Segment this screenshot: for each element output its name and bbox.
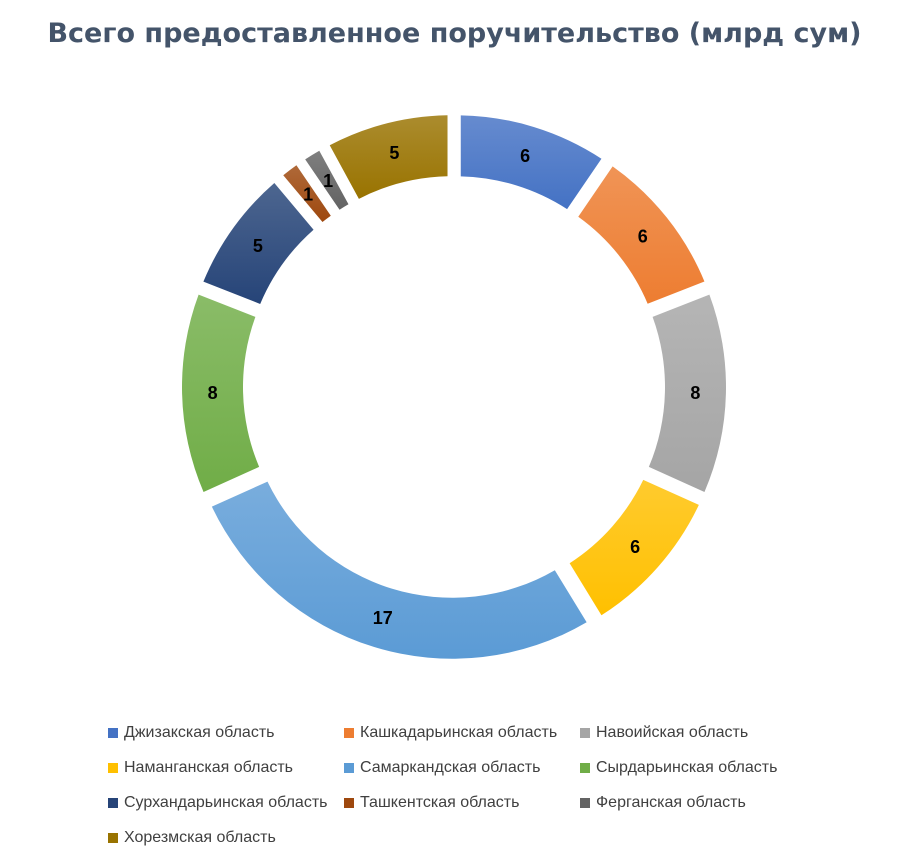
legend-item: Наманганская область xyxy=(108,757,344,779)
donut-slice xyxy=(305,150,349,210)
data-label: 1 xyxy=(303,184,313,204)
legend-item: Ташкентская область xyxy=(344,792,580,814)
data-label: 1 xyxy=(323,171,333,191)
donut-slice xyxy=(182,294,260,492)
legend-label: Ферганская область xyxy=(596,794,746,811)
donut-slice xyxy=(203,182,314,304)
legend: Джизакская область Кашкадарьинская област… xyxy=(108,722,808,849)
legend-swatch xyxy=(108,728,118,738)
data-label: 8 xyxy=(690,383,700,403)
data-label: 5 xyxy=(253,236,263,256)
legend-swatch xyxy=(344,763,354,773)
data-label: 6 xyxy=(638,226,648,246)
donut-slices xyxy=(182,115,726,659)
data-label: 8 xyxy=(208,383,218,403)
data-labels: 6 6 8 6 17 8 5 11 5 xyxy=(208,143,701,628)
legend-item: Навоийская область xyxy=(580,722,808,744)
legend-item: Кашкадарьинская область xyxy=(344,722,580,744)
legend-label: Джизакская область xyxy=(124,724,275,741)
chart-title: Всего предоставленное поручительство (мл… xyxy=(47,18,862,49)
legend-item: Хорезмская область xyxy=(108,827,344,849)
legend-label: Кашкадарьинская область xyxy=(360,724,558,741)
data-label: 6 xyxy=(520,146,530,166)
legend-item: Сырдарьинская область xyxy=(580,757,808,779)
legend-label: Самаркандская область xyxy=(360,759,541,776)
donut-slice xyxy=(329,115,448,199)
data-label: 6 xyxy=(630,537,640,557)
legend-item: Джизакская область xyxy=(108,722,344,744)
donut-slice xyxy=(460,115,602,210)
data-label: 5 xyxy=(389,143,399,163)
donut-slice xyxy=(578,166,705,304)
legend-swatch xyxy=(344,798,354,808)
donut-slice xyxy=(211,481,587,659)
legend-label: Ташкентская область xyxy=(360,794,520,811)
data-label: 17 xyxy=(373,608,393,628)
donut-slice xyxy=(283,165,331,223)
legend-swatch xyxy=(580,763,590,773)
legend-label: Навоийская область xyxy=(596,724,749,741)
legend-swatch xyxy=(580,728,590,738)
legend-swatch xyxy=(108,763,118,773)
donut-slice xyxy=(648,294,726,492)
legend-swatch xyxy=(108,833,118,843)
legend-swatch xyxy=(344,728,354,738)
legend-label: Хорезмская область xyxy=(124,829,276,846)
legend-label: Наманганская область xyxy=(124,759,294,776)
legend-label: Сырдарьинская область xyxy=(596,759,778,776)
legend-item: Сурхандарьинская область xyxy=(108,792,344,814)
legend-item: Самаркандская область xyxy=(344,757,580,779)
donut-slice xyxy=(569,479,699,616)
legend-label: Сурхандарьинская область xyxy=(124,794,328,811)
legend-swatch xyxy=(580,798,590,808)
legend-swatch xyxy=(108,798,118,808)
legend-item: Ферганская область xyxy=(580,792,808,814)
